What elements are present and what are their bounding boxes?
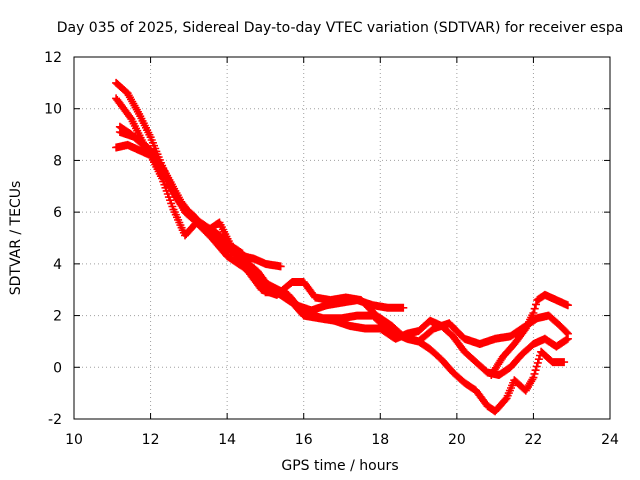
x-tick-label: 24 [601, 432, 619, 448]
y-tick-label: 4 [53, 257, 62, 273]
series-trace-4 [112, 140, 572, 379]
x-tick-label: 12 [142, 432, 160, 448]
series-markers [115, 128, 569, 416]
y-tick-label: -2 [48, 412, 62, 428]
x-tick-label: 10 [65, 432, 83, 448]
y-tick-label: 2 [53, 309, 62, 325]
y-tick-label: 10 [44, 102, 62, 118]
series-markers [112, 78, 285, 271]
y-tick-label: 8 [53, 153, 62, 169]
x-tick-label: 18 [371, 432, 389, 448]
chart-title: Day 035 of 2025, Sidereal Day-to-day VTE… [57, 20, 624, 36]
gridlines [74, 57, 610, 419]
data-series [112, 78, 572, 416]
x-axis-label: GPS time / hours [281, 458, 398, 474]
series-markers [112, 140, 572, 379]
y-tick-label: 6 [53, 205, 62, 221]
x-tick-label: 20 [448, 432, 466, 448]
plot-frame [73, 56, 611, 420]
series-markers [487, 290, 572, 379]
x-tick-label: 14 [218, 432, 236, 448]
x-tick-label: 16 [295, 432, 313, 448]
y-tick-label: 0 [53, 360, 62, 376]
series-trace-6 [487, 290, 572, 379]
series-trace-1 [112, 78, 285, 271]
y-tick-label: 12 [44, 50, 62, 66]
x-tick-label: 22 [525, 432, 543, 448]
y-axis-label: SDTVAR / TECUs [8, 181, 24, 296]
series-trace-5 [115, 128, 569, 416]
